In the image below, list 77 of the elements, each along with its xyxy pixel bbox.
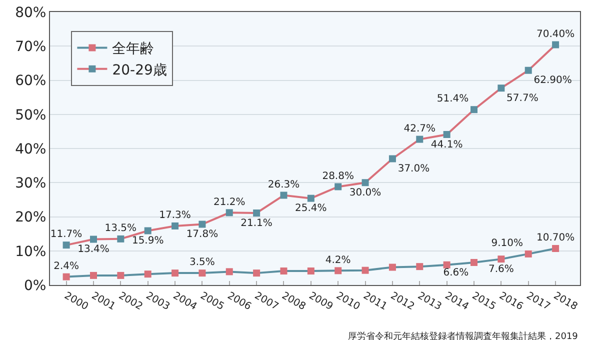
legend-label: 全年齢 bbox=[112, 41, 154, 58]
y-tick-label: 10% bbox=[15, 244, 46, 260]
point bbox=[498, 256, 505, 263]
point bbox=[524, 66, 532, 74]
point bbox=[443, 131, 450, 138]
y-tick-label: 80% bbox=[15, 4, 46, 21]
point bbox=[172, 222, 179, 230]
point bbox=[62, 273, 70, 280]
point bbox=[388, 155, 396, 162]
data-label: 28.8% bbox=[322, 170, 354, 182]
point bbox=[388, 264, 396, 271]
data-label: 42.7% bbox=[404, 123, 436, 134]
y-tick-label: 50% bbox=[15, 107, 46, 124]
x-tick-label: 2017 bbox=[524, 290, 552, 313]
data-label: 21.1% bbox=[240, 218, 272, 229]
data-label: 26.3% bbox=[268, 179, 300, 190]
data-label: 13.4% bbox=[78, 244, 110, 256]
data-label: 10.70% bbox=[536, 232, 575, 244]
point bbox=[226, 209, 233, 216]
data-label: 37.0% bbox=[398, 164, 430, 175]
data-label: 51.4% bbox=[436, 94, 469, 105]
y-tick-label: 60% bbox=[15, 73, 46, 90]
point bbox=[144, 227, 152, 234]
point bbox=[90, 236, 97, 243]
data-label: 4.2% bbox=[325, 254, 351, 266]
data-label: 6.6% bbox=[443, 267, 469, 278]
point bbox=[552, 41, 560, 48]
data-label: 17.8% bbox=[186, 229, 218, 240]
x-tick-label: 2007 bbox=[252, 290, 280, 313]
point bbox=[443, 261, 450, 268]
point bbox=[470, 106, 478, 114]
point bbox=[253, 270, 260, 277]
y-tick-label: 0% bbox=[24, 278, 46, 294]
data-label: 7.6% bbox=[488, 264, 514, 275]
data-label: 44.1% bbox=[430, 139, 463, 150]
point bbox=[198, 270, 206, 277]
point bbox=[307, 194, 314, 202]
point bbox=[90, 272, 97, 279]
point bbox=[144, 270, 152, 278]
point bbox=[117, 235, 124, 242]
point bbox=[470, 258, 478, 266]
data-label: 15.9% bbox=[132, 236, 164, 247]
y-tick-label: 40% bbox=[15, 141, 46, 158]
point bbox=[117, 272, 124, 279]
point bbox=[498, 84, 505, 92]
data-label: 21.2% bbox=[213, 196, 246, 208]
point bbox=[362, 266, 369, 274]
point bbox=[552, 244, 560, 252]
point bbox=[334, 183, 342, 190]
point bbox=[362, 179, 369, 186]
point bbox=[253, 210, 260, 216]
point bbox=[524, 250, 532, 258]
y-tick-label: 30% bbox=[15, 176, 46, 192]
data-label: 13.5% bbox=[104, 223, 137, 234]
point bbox=[416, 263, 424, 270]
data-label: 57.7% bbox=[506, 92, 538, 104]
y-tick-label: 20% bbox=[15, 210, 46, 226]
point bbox=[226, 268, 233, 276]
point bbox=[198, 220, 206, 228]
data-label: 62.90% bbox=[534, 75, 572, 86]
data-label: 17.3% bbox=[159, 210, 191, 222]
data-label: 11.7% bbox=[50, 229, 82, 240]
point bbox=[307, 268, 314, 275]
data-label: 9.10% bbox=[491, 238, 523, 250]
data-label: 3.5% bbox=[190, 257, 215, 268]
point bbox=[172, 270, 179, 277]
data-label: 70.40% bbox=[536, 28, 575, 40]
data-label: 25.4% bbox=[295, 203, 327, 214]
y-tick-label: 70% bbox=[15, 39, 46, 56]
point bbox=[62, 242, 70, 249]
data-label: 30.0% bbox=[349, 188, 382, 199]
point bbox=[334, 267, 342, 274]
data-label: 2.4% bbox=[54, 260, 80, 272]
point bbox=[280, 268, 288, 275]
point bbox=[416, 136, 424, 143]
point bbox=[280, 192, 288, 199]
legend-label: 20-29歳 bbox=[112, 62, 167, 78]
